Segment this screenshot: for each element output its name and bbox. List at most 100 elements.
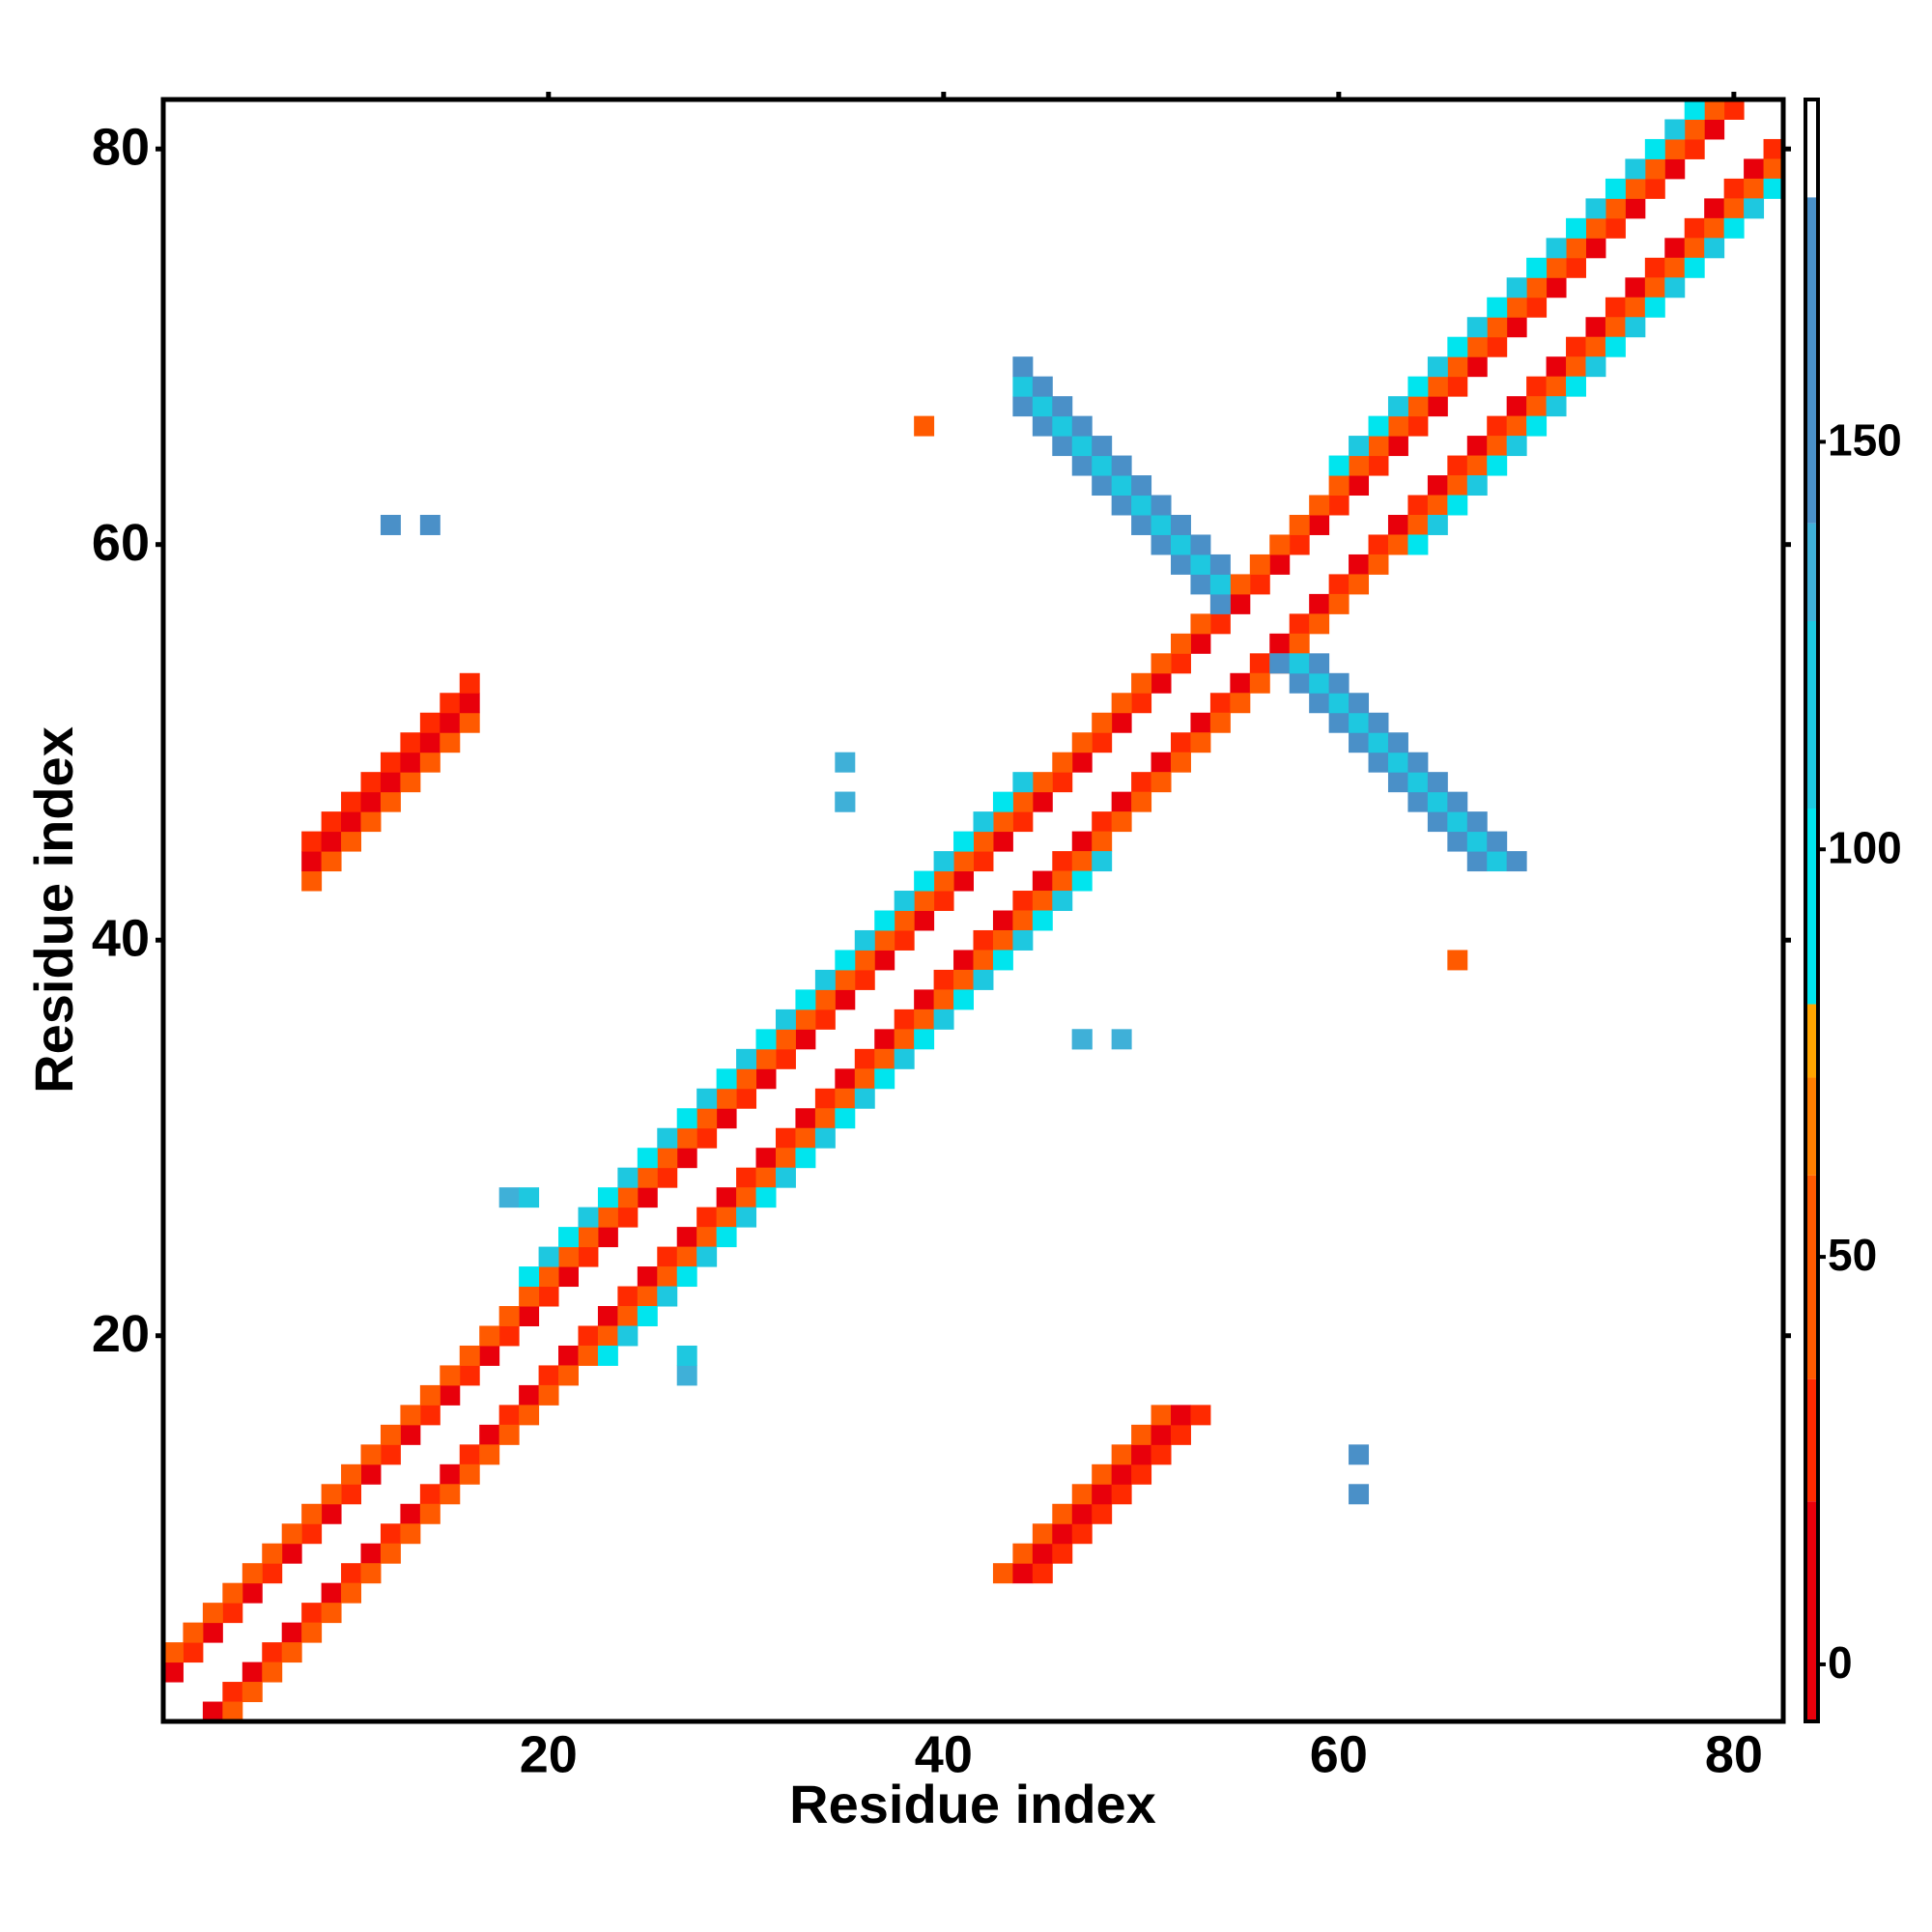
x-tick-label: 60 xyxy=(1310,1725,1368,1783)
heatmap-cell xyxy=(498,1325,520,1347)
heatmap-cell xyxy=(992,950,1013,971)
heatmap-cell xyxy=(953,989,974,1010)
heatmap-cell xyxy=(1190,1405,1211,1426)
heatmap-cell xyxy=(519,1286,540,1307)
heatmap-cell xyxy=(597,1345,618,1366)
heatmap-cell xyxy=(1111,791,1132,812)
heatmap-cell xyxy=(1625,198,1646,219)
heatmap-cell xyxy=(1585,317,1606,338)
heatmap-cell xyxy=(1526,396,1548,417)
colorbar-segment xyxy=(1805,1077,1818,1176)
heatmap-cell xyxy=(597,1227,618,1248)
heatmap-cell xyxy=(1151,772,1172,793)
plot-frame xyxy=(160,97,1786,1724)
heatmap-cell xyxy=(1447,455,1468,476)
heatmap-cell xyxy=(716,1068,737,1090)
heatmap-cell xyxy=(1012,910,1034,931)
heatmap-cell xyxy=(716,1207,737,1228)
heatmap-cell xyxy=(400,1523,421,1545)
heatmap-cell xyxy=(1684,99,1705,120)
heatmap-cell xyxy=(1427,811,1448,833)
heatmap-cell xyxy=(419,712,440,733)
heatmap-cell xyxy=(1111,1444,1132,1465)
heatmap-cell xyxy=(1387,534,1408,555)
heatmap-cell xyxy=(1526,415,1548,437)
x-tick-label: 40 xyxy=(915,1725,973,1783)
colorbar-segment xyxy=(1805,1378,1818,1502)
heatmap-cell xyxy=(1289,672,1310,694)
heatmap-cell xyxy=(1487,336,1508,357)
heatmap-cell xyxy=(1309,693,1330,714)
heatmap-cell xyxy=(1052,1523,1073,1545)
heatmap-cell xyxy=(1328,593,1350,614)
heatmap-cell xyxy=(1349,554,1370,575)
heatmap-cell xyxy=(617,1325,639,1347)
heatmap-cell xyxy=(696,1207,718,1228)
heatmap-cell xyxy=(1269,653,1291,674)
heatmap-cell xyxy=(1052,851,1073,872)
heatmap-cell xyxy=(775,1148,796,1169)
heatmap-cell xyxy=(1625,297,1646,318)
heatmap-cell xyxy=(1012,891,1034,911)
heatmap-cell xyxy=(1171,514,1191,535)
heatmap-cell xyxy=(657,1167,678,1188)
heatmap-cell xyxy=(538,1246,559,1267)
heatmap-cell xyxy=(341,1582,362,1604)
heatmap-cell xyxy=(1723,198,1745,219)
heatmap-cell xyxy=(1625,158,1646,180)
heatmap-cell xyxy=(242,1682,263,1703)
heatmap-cell xyxy=(1092,811,1113,833)
heatmap-cell xyxy=(1605,217,1626,239)
heatmap-cell xyxy=(459,1365,480,1386)
heatmap-cell xyxy=(459,1345,480,1366)
heatmap-cell xyxy=(1526,257,1548,278)
heatmap-cell xyxy=(1032,772,1053,793)
heatmap-cell xyxy=(262,1642,283,1663)
heatmap-cell xyxy=(716,1227,737,1248)
heatmap-cell xyxy=(1190,554,1211,575)
heatmap-cell xyxy=(440,1484,461,1505)
heatmap-cell xyxy=(380,772,401,793)
heatmap-cell xyxy=(696,1127,718,1149)
heatmap-cell xyxy=(558,1345,579,1366)
heatmap-cell xyxy=(1209,693,1231,714)
heatmap-cell xyxy=(1368,732,1389,753)
heatmap-cell xyxy=(1012,811,1034,833)
heatmap-cell xyxy=(1466,336,1488,357)
heatmap-cell xyxy=(341,1484,362,1505)
heatmap-cell xyxy=(1309,653,1330,674)
heatmap-cell xyxy=(1605,336,1626,357)
heatmap-cell xyxy=(755,1148,777,1169)
heatmap-cell xyxy=(992,929,1013,951)
heatmap-cell xyxy=(1092,1463,1113,1485)
heatmap-cell xyxy=(835,1068,856,1090)
heatmap-cell xyxy=(1151,653,1172,674)
heatmap-cell xyxy=(519,1187,540,1208)
heatmap-cell xyxy=(1190,712,1211,733)
colorbar-segment xyxy=(1805,197,1818,524)
heatmap-cell xyxy=(558,1227,579,1248)
heatmap-cell xyxy=(360,1543,382,1564)
heatmap-cell xyxy=(380,1523,401,1545)
heatmap-cell xyxy=(360,1444,382,1465)
heatmap-cell xyxy=(1466,455,1488,476)
heatmap-cell xyxy=(1309,672,1330,694)
heatmap-cell xyxy=(597,1325,618,1347)
heatmap-cell xyxy=(440,712,461,733)
heatmap-cell xyxy=(1190,633,1211,654)
heatmap-cell xyxy=(1387,732,1408,753)
x-tick-label: 20 xyxy=(520,1725,578,1783)
heatmap-cell xyxy=(1605,317,1626,338)
heatmap-cell xyxy=(1012,929,1034,951)
heatmap-cell xyxy=(1407,495,1429,516)
heatmap-cell xyxy=(1151,495,1172,516)
heatmap-cell xyxy=(814,1108,836,1129)
heatmap-cell xyxy=(1447,831,1468,852)
heatmap-cell xyxy=(1526,277,1548,298)
heatmap-cell xyxy=(1151,1405,1172,1426)
heatmap-cell xyxy=(775,1127,796,1149)
heatmap-cell xyxy=(341,831,362,852)
heatmap-cell xyxy=(1387,752,1408,773)
heatmap-cell xyxy=(1032,891,1053,911)
heatmap-cell xyxy=(498,1306,520,1326)
